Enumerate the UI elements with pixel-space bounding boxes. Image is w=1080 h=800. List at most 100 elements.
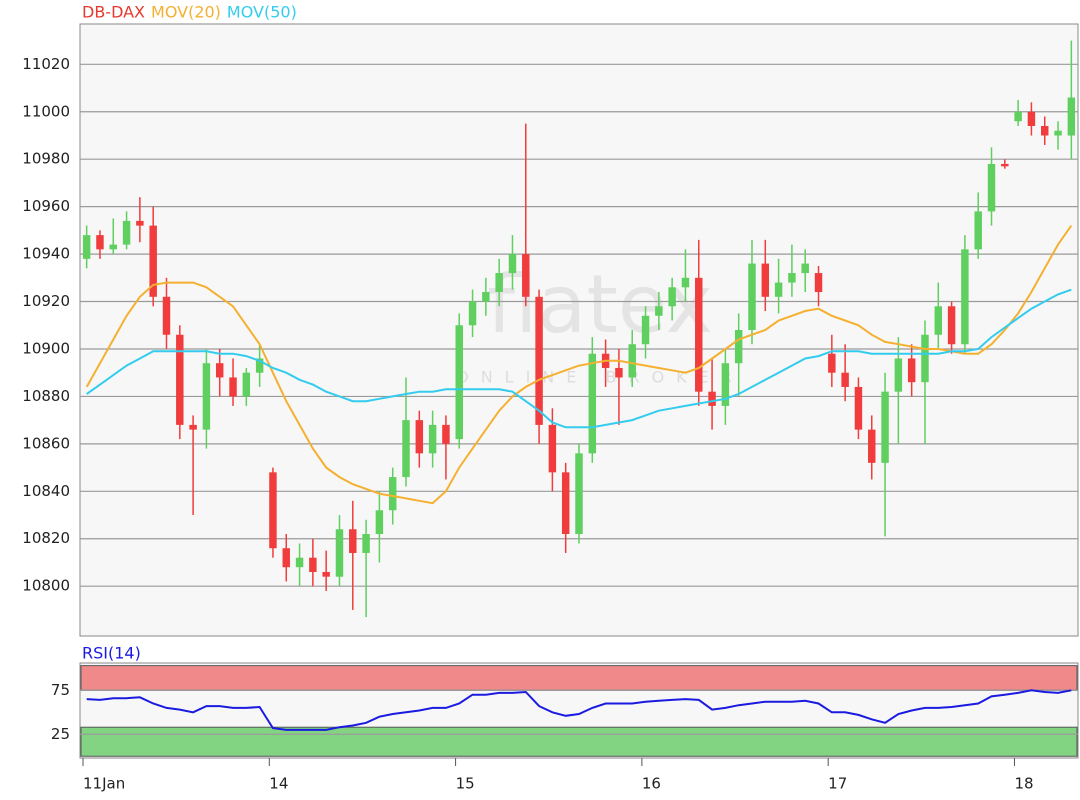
candle-body xyxy=(934,306,943,335)
y-tick-label: 25 xyxy=(51,725,70,743)
candle-body xyxy=(721,363,730,406)
candle-body xyxy=(854,386,863,430)
candle-body xyxy=(229,377,237,397)
candle-body xyxy=(362,534,370,553)
x-tick-label: 14 xyxy=(269,775,288,793)
y-tick-label: 10840 xyxy=(22,482,70,500)
candle-body xyxy=(535,296,543,425)
candle-body xyxy=(282,548,290,568)
candle-body xyxy=(1027,111,1036,126)
y-tick-label: 10940 xyxy=(22,245,70,263)
candle-body xyxy=(428,424,437,454)
moving-average-line xyxy=(85,225,1073,505)
rsi-line xyxy=(86,689,1072,731)
legend-entry: DB-DAX xyxy=(82,3,145,22)
candle-body xyxy=(615,367,623,378)
y-tick-label: 10880 xyxy=(22,387,70,405)
y-tick-label: 10860 xyxy=(22,434,70,452)
candle-body xyxy=(881,391,889,463)
candle-body xyxy=(468,301,477,326)
candle-body xyxy=(149,225,157,297)
candle-body xyxy=(309,557,317,572)
candle-body xyxy=(349,529,357,553)
candle-body xyxy=(561,472,570,534)
x-tick-label: 11Jan xyxy=(83,775,125,793)
candle-body xyxy=(1067,97,1076,136)
candle-body xyxy=(388,477,397,511)
candle-body xyxy=(828,353,836,373)
legend-entry: MOV(50) xyxy=(227,3,297,22)
candle-body xyxy=(868,429,876,463)
candle-body xyxy=(82,235,91,259)
moving-average-line xyxy=(86,288,1072,429)
rsi-band xyxy=(80,665,1078,691)
candle-body xyxy=(907,358,916,383)
candle-body xyxy=(841,372,849,387)
candle-body xyxy=(788,273,796,283)
candle-body xyxy=(987,163,996,212)
y-tick-label: 11000 xyxy=(22,102,70,120)
candle-body xyxy=(269,472,277,549)
y-tick-label: 10900 xyxy=(22,339,70,357)
candle-body xyxy=(761,263,770,297)
y-tick-label: 10800 xyxy=(22,577,70,595)
candle-body xyxy=(402,420,410,478)
candle-body xyxy=(961,249,969,345)
candle-body xyxy=(1001,163,1009,167)
y-tick-label: 10820 xyxy=(22,529,70,547)
x-tick-label: 18 xyxy=(1014,775,1033,793)
candle-body xyxy=(375,510,384,534)
y-tick-label: 75 xyxy=(51,681,70,699)
candle-body xyxy=(575,453,583,534)
x-tick-label: 17 xyxy=(828,775,847,793)
candle-body xyxy=(734,330,743,364)
candle-body xyxy=(1054,130,1062,136)
legend-entry: RSI(14) xyxy=(82,644,141,663)
candle-body xyxy=(255,358,264,373)
candle-body xyxy=(482,292,490,302)
candle-body xyxy=(415,420,424,454)
candle-body xyxy=(641,315,650,345)
candle-body xyxy=(136,220,144,226)
candle-body xyxy=(548,424,557,473)
candle-body xyxy=(202,363,211,430)
y-tick-label: 10980 xyxy=(22,150,70,168)
candle-body xyxy=(522,254,530,297)
candle-body xyxy=(774,282,783,297)
candle-body xyxy=(122,220,131,245)
candle-body xyxy=(508,254,517,274)
candle-body xyxy=(495,273,503,293)
candle-body xyxy=(335,529,344,577)
candle-body xyxy=(668,287,676,307)
legend-entry: MOV(20) xyxy=(151,3,221,22)
candle-body xyxy=(1014,111,1022,122)
candle-body xyxy=(322,571,330,577)
candle-body xyxy=(176,334,184,425)
candle-body xyxy=(109,244,117,250)
candle-body xyxy=(947,306,956,345)
candle-body xyxy=(894,358,903,392)
y-tick-label: 10960 xyxy=(22,197,70,215)
candle-body xyxy=(295,557,304,568)
candle-body xyxy=(801,263,809,274)
candle-body xyxy=(215,363,224,378)
candle-body xyxy=(748,263,756,330)
candle-body xyxy=(628,344,636,378)
candle-body xyxy=(588,353,597,454)
y-tick-label: 11020 xyxy=(22,55,70,73)
y-tick-label: 10920 xyxy=(22,292,70,310)
x-tick-label: 16 xyxy=(642,775,661,793)
candle-body xyxy=(974,211,982,250)
candle-body xyxy=(455,325,463,440)
candle-body xyxy=(814,273,823,293)
candle-body xyxy=(695,277,703,392)
candle-body xyxy=(162,296,171,335)
rsi-band xyxy=(80,726,1078,757)
x-tick-label: 15 xyxy=(456,775,475,793)
candle-body xyxy=(442,424,450,444)
candle-body xyxy=(921,334,929,383)
candle-body xyxy=(242,372,251,397)
candle-body xyxy=(189,424,197,430)
candle-body xyxy=(96,235,104,250)
